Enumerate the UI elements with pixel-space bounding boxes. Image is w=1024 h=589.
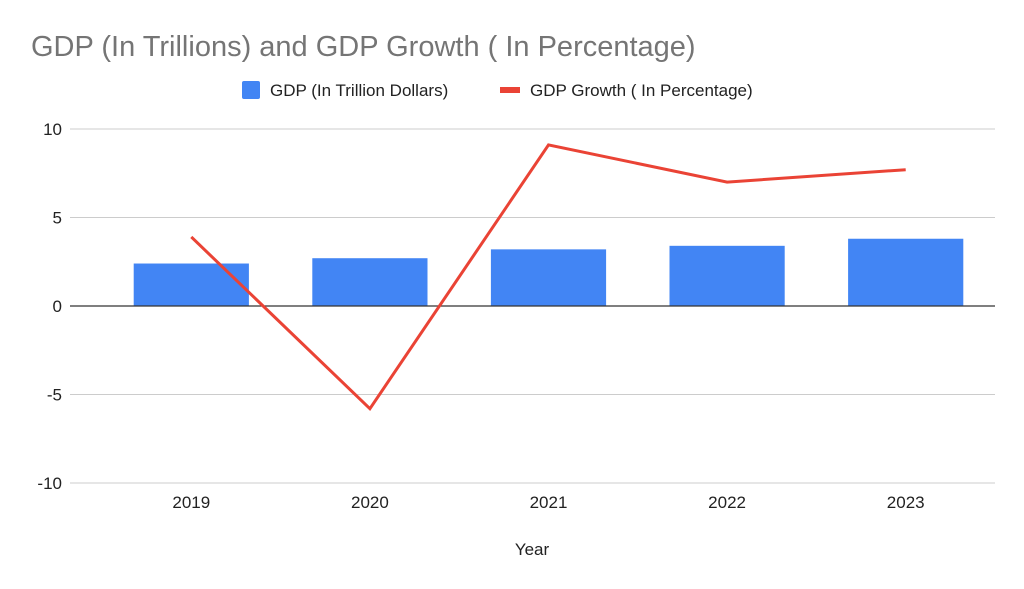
y-tick-label: 5	[53, 209, 62, 228]
gdp-bar	[133, 263, 249, 306]
gdp-bar	[669, 245, 785, 306]
gridlines	[70, 128, 995, 484]
y-axis-ticks: 10 5 0 -5 -10	[37, 120, 62, 493]
x-tick-label: 2020	[351, 493, 389, 512]
x-tick-label: 2022	[708, 493, 746, 512]
gdp-bars	[133, 238, 964, 306]
y-tick-label: 10	[43, 120, 62, 139]
legend: GDP (In Trillion Dollars) GDP Growth ( I…	[242, 81, 753, 100]
x-tick-label: 2021	[530, 493, 568, 512]
gdp-bar	[312, 258, 428, 306]
gdp-bar	[490, 249, 607, 306]
y-tick-label: 0	[53, 297, 62, 316]
x-axis-ticks: 2019 2020 2021 2022 2023	[172, 493, 924, 512]
y-tick-label: -5	[47, 386, 62, 405]
x-tick-label: 2019	[172, 493, 210, 512]
gdp-bar	[848, 238, 964, 306]
x-axis-title: Year	[515, 540, 550, 559]
legend-label-growth: GDP Growth ( In Percentage)	[530, 81, 753, 100]
x-tick-label: 2023	[887, 493, 925, 512]
chart-title: GDP (In Trillions) and GDP Growth ( In P…	[31, 31, 696, 63]
y-tick-label: -10	[37, 474, 62, 493]
growth-line	[190, 143, 906, 411]
legend-swatch-growth	[500, 87, 520, 93]
legend-label-gdp: GDP (In Trillion Dollars)	[270, 81, 448, 100]
legend-swatch-gdp	[242, 81, 260, 99]
